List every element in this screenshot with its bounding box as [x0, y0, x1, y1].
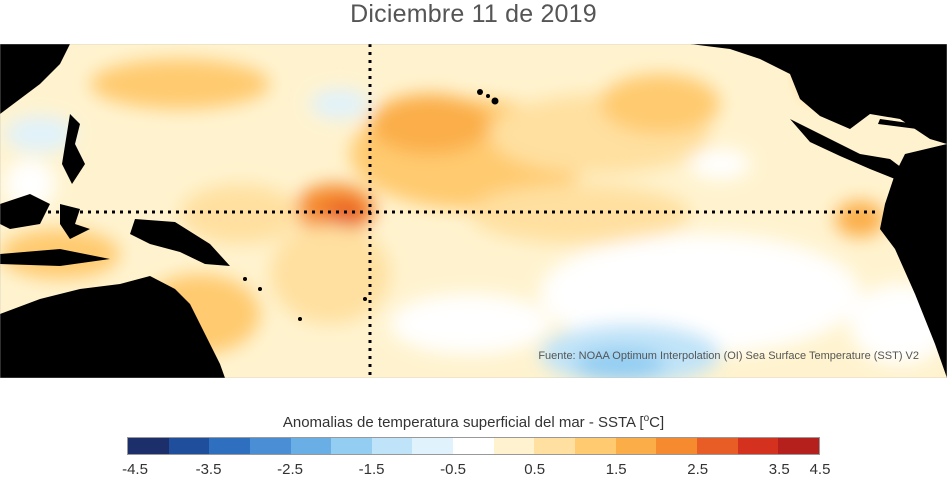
colorbar-bin	[331, 438, 372, 454]
colorbar-tick-label: -2.5	[277, 461, 303, 478]
map-title: Diciembre 11 de 2019	[350, 0, 597, 28]
land-new-guinea	[130, 219, 230, 266]
colorbar-bin	[696, 438, 738, 454]
colorbar-tick-label: -1.5	[358, 461, 385, 478]
land-hawaii	[477, 89, 483, 95]
colorbar-tick-label: 3.5	[768, 461, 790, 478]
colorbar-tick-label: 4.5	[809, 461, 831, 478]
colorbar-unit: [oC]	[639, 413, 665, 431]
land-australia	[0, 276, 225, 378]
ssta-map	[0, 44, 947, 378]
colorbar-bin	[615, 438, 657, 454]
colorbar-bin	[534, 438, 576, 454]
colorbar-tick-label: -0.5	[440, 461, 467, 478]
land-java	[0, 249, 110, 266]
colorbar-tick-label: 2.5	[687, 461, 709, 478]
land-masses	[0, 44, 947, 378]
colorbar-tick-label: -3.5	[195, 461, 222, 478]
colorbar-label: Anomalias de temperatura superficial del…	[282, 414, 636, 431]
colorbar	[127, 437, 820, 455]
land-central-america	[790, 119, 910, 179]
colorbar-bin	[371, 438, 413, 454]
land-asia	[0, 44, 70, 114]
land-south-america	[880, 144, 947, 378]
colorbar-bin	[412, 438, 454, 454]
colorbar-bin	[290, 438, 332, 454]
colorbar-bin	[778, 438, 819, 454]
colorbar-bin	[493, 438, 535, 454]
colorbar-tick-label: 1.5	[605, 461, 627, 478]
colorbar-bin	[656, 438, 697, 454]
colorbar-bin	[128, 438, 169, 454]
colorbar-bin	[453, 438, 494, 454]
colorbar-bin	[737, 438, 779, 454]
land-philippines	[62, 114, 85, 184]
colorbar-bin	[209, 438, 250, 454]
data-source: Fuente: NOAA Optimum Interpolation (OI) …	[538, 350, 919, 362]
land-americas	[690, 44, 947, 144]
colorbar-ticks: -4.5 -3.5 -2.5 -1.5 -0.5 0.5 1.5 2.5 3.5 4.5	[122, 461, 830, 479]
colorbar-bin	[168, 438, 210, 454]
colorbar-tick-label: 0.5	[524, 461, 546, 478]
land-caribbean	[878, 119, 930, 130]
colorbar-bin	[249, 438, 291, 454]
colorbar-tick-label: -4.5	[122, 461, 148, 478]
colorbar-title: Anomalias de temperatura superficial del…	[0, 413, 947, 431]
land-sulawesi	[60, 204, 90, 239]
colorbar-bin	[575, 438, 616, 454]
